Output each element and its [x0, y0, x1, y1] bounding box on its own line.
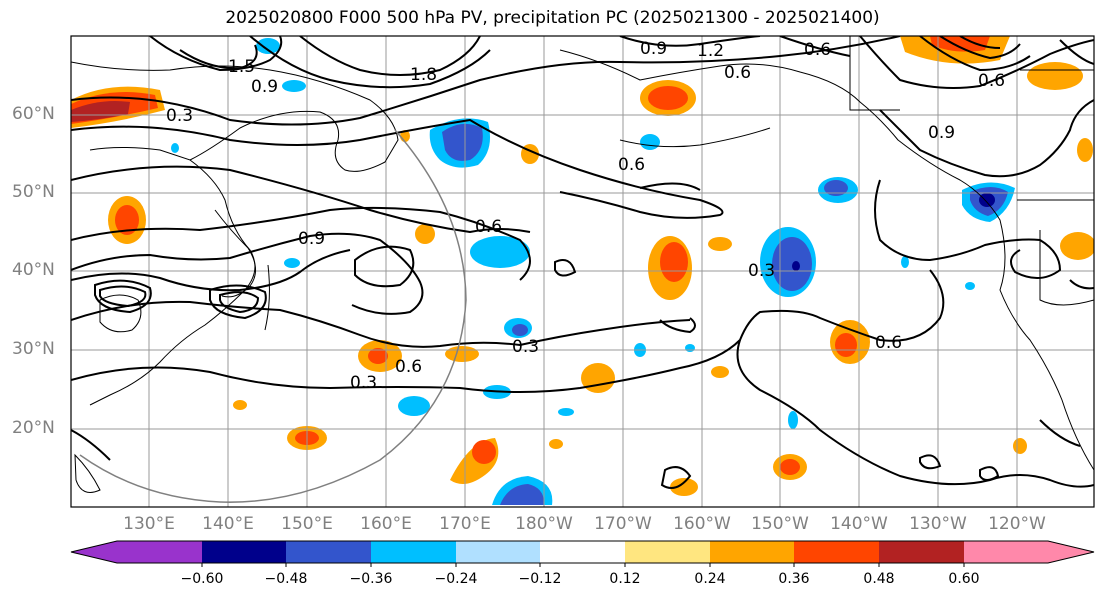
contour-label: 0.3 [350, 373, 377, 393]
contour-label: 0.9 [640, 39, 667, 59]
colorbar-tick-label: −0.48 [264, 571, 308, 587]
lat-label: 20°N [12, 418, 55, 438]
contour-label: 0.6 [875, 333, 902, 353]
lat-label: 60°N [12, 104, 55, 124]
colorbar-tick-label: 0.48 [863, 571, 895, 587]
contour-labels: 0.3 0.6 0.9 0.3 0.6 0.3 0.6 0.3 0.6 0.6 … [166, 39, 1005, 393]
lon-label: 180°W [515, 514, 573, 534]
colorbar-tick-label: −0.24 [434, 571, 478, 587]
contour-label: 0.6 [724, 63, 751, 83]
contour-label: 1.2 [697, 41, 724, 61]
lon-label: 140°E [202, 514, 254, 534]
colorbar-tick-label: 0.36 [778, 571, 810, 587]
colorbar-extend-high [1048, 541, 1094, 563]
lon-label: 140°W [830, 514, 888, 534]
contour-label: 0.6 [618, 155, 645, 175]
contour-label: 0.9 [928, 123, 955, 143]
lat-label: 50°N [12, 182, 55, 202]
contour-label: 0.3 [512, 337, 539, 357]
colorbar-extend-low [71, 541, 117, 563]
colorbar-tick-label: −0.12 [518, 571, 562, 587]
lon-label: 170°E [439, 514, 491, 534]
contour-label: 0.3 [166, 106, 193, 126]
colorbar-tick-label: 0.60 [948, 571, 980, 587]
map-border [70, 35, 1095, 508]
lon-label: 160°E [360, 514, 412, 534]
contour-label: 0.6 [395, 357, 422, 377]
contour-label: 0.3 [748, 261, 775, 281]
contour-label: 0.9 [298, 229, 325, 249]
lon-label: 160°W [673, 514, 731, 534]
colorbar [70, 540, 1095, 567]
colorbar-tick-label: −0.60 [180, 571, 224, 587]
lat-label: 30°N [12, 339, 55, 359]
lon-label: 130°E [123, 514, 175, 534]
contour-label: 1.8 [410, 65, 437, 85]
lon-label: 150°W [751, 514, 809, 534]
contour-label: 0.6 [475, 217, 502, 237]
pv-contours [71, 36, 1094, 489]
map-gridlines [71, 36, 1094, 507]
colorbar-tick-label: −0.36 [349, 571, 393, 587]
lon-label: 130°W [909, 514, 967, 534]
colorbar-tick-label: 0.24 [694, 571, 726, 587]
colorbar-tick-label: 0.12 [609, 571, 641, 587]
contour-label: 1.5 [228, 57, 255, 77]
domain-circle [79, 129, 467, 503]
map-title: 2025020800 F000 500 hPa PV, precipitatio… [225, 8, 880, 28]
contour-label: 0.9 [251, 77, 278, 97]
lon-label: 170°W [594, 514, 652, 534]
contour-label: 0.6 [978, 71, 1005, 91]
lon-label: 150°E [281, 514, 333, 534]
map-plot-area: 0.3 0.6 0.9 0.3 0.6 0.3 0.6 0.3 0.6 0.6 … [71, 36, 1094, 507]
lat-label: 40°N [12, 260, 55, 280]
lon-label: 120°W [988, 514, 1046, 534]
contour-label: 0.6 [804, 40, 831, 60]
